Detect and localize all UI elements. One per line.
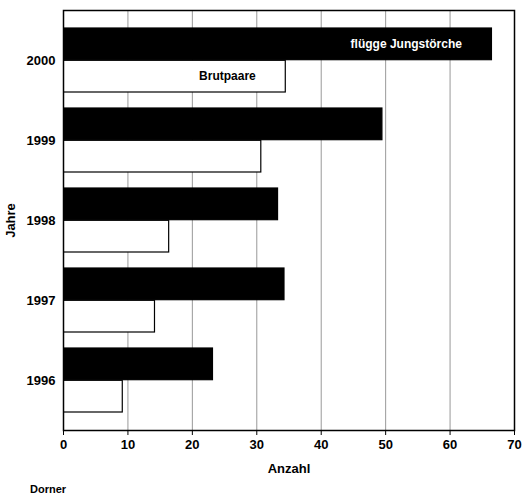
svg-text:Jahre: Jahre xyxy=(3,203,18,238)
svg-text:Brutpaare: Brutpaare xyxy=(199,69,256,83)
svg-text:1998: 1998 xyxy=(27,213,56,228)
svg-text:1996: 1996 xyxy=(27,373,56,388)
svg-text:70: 70 xyxy=(507,437,521,452)
svg-text:20: 20 xyxy=(185,437,199,452)
svg-text:1997: 1997 xyxy=(27,293,56,308)
svg-text:Anzahl: Anzahl xyxy=(268,461,311,476)
svg-text:40: 40 xyxy=(314,437,328,452)
svg-text:flügge Jungstörche: flügge Jungstörche xyxy=(351,37,463,51)
svg-text:50: 50 xyxy=(378,437,392,452)
html-text:Dorner: Dorner xyxy=(30,483,67,495)
svg-text:60: 60 xyxy=(443,437,457,452)
svg-text:0: 0 xyxy=(60,437,67,452)
svg-text:2000: 2000 xyxy=(27,53,56,68)
svg-text:30: 30 xyxy=(250,437,264,452)
svg-text:1999: 1999 xyxy=(27,133,56,148)
svg-text:10: 10 xyxy=(121,437,135,452)
